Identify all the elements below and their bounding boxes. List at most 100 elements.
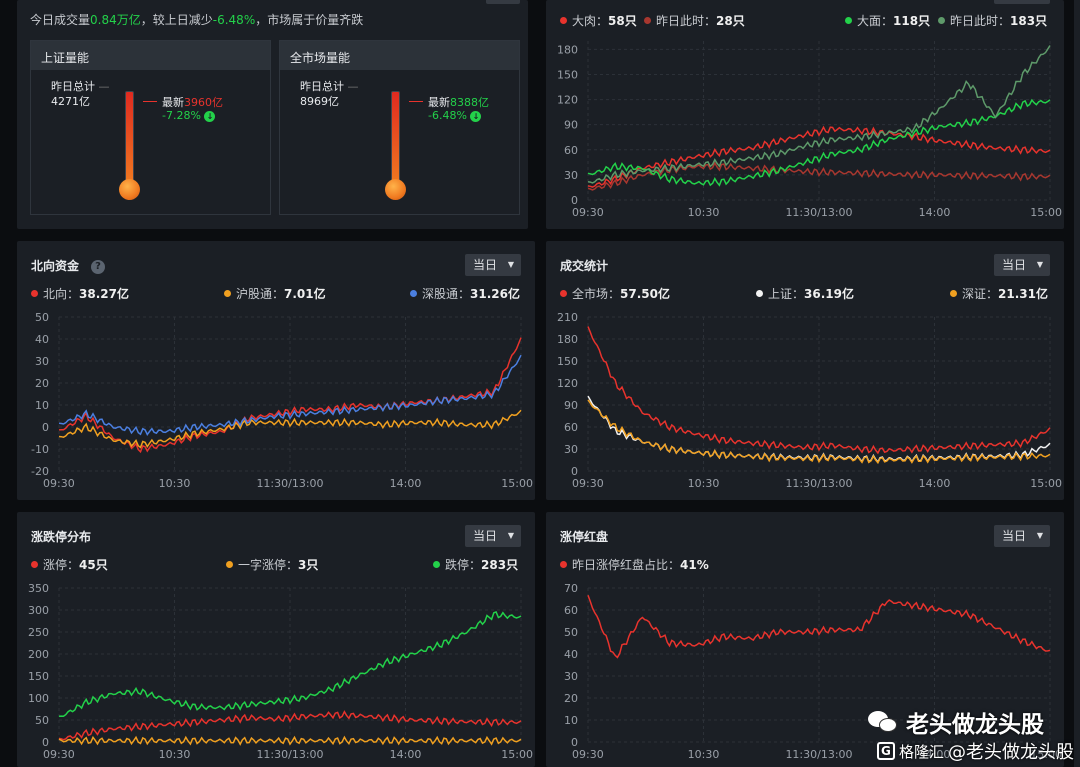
y-tick-label: 0 [42,736,49,749]
x-tick-label: 15:00 [501,748,533,761]
y-tick-label: 0 [571,194,578,207]
y-tick-label: 180 [557,43,578,56]
legend-item: 涨停： 45只 [31,556,108,573]
north-title: 北向资金? [31,257,106,274]
legend-item: 北向： 38.27亿 [31,285,129,302]
legend-item: 跌停： 283只 [433,556,518,573]
series-line [58,611,522,718]
y-tick-label: 60 [564,421,578,434]
series-line [587,125,1051,188]
x-tick-label: 15:00 [501,477,533,490]
x-tick-label: 09:30 [572,206,604,219]
summary-pct: -6.48% [212,13,256,27]
series-line [587,45,1051,184]
y-tick-label: 200 [28,648,49,661]
x-tick-label: 11:30/13:00 [785,748,852,761]
x-tick-label: 11:30/13:00 [256,477,323,490]
y-tick-label: 100 [28,692,49,705]
summary-dropdown[interactable] [486,0,520,4]
bigmove-chart: 0 30 60 90 120 150 180 09:30 10:30 11:30/13:00 14:… [557,41,1062,219]
turnover-chart: 0 30 60 90 120 150 180 210 09:30 10:30 11:30/13:00… [557,311,1062,490]
x-tick-label: 11:30/13:00 [256,748,323,761]
y-tick-label: 120 [557,377,578,390]
help-icon[interactable]: ? [91,259,106,274]
x-tick-label: 14:00 [919,477,951,490]
y-tick-label: 90 [564,399,578,412]
y-tick-label: 210 [557,311,578,324]
bigmove-dropdown[interactable] [994,0,1050,4]
series-line [587,98,1051,187]
legend-item: 深证： 21.31亿 [950,285,1048,302]
limit-panel: 涨跌停分布 当日 ▼ 涨停： 45只 一字涨停： 3只 跌停： 283只 0 50 100 1… [17,512,535,767]
y-tick-label: 0 [571,465,578,478]
y-tick-label: 350 [28,582,49,595]
x-tick-label: 10:30 [688,748,720,761]
latest-line [143,101,157,102]
down-arrow-icon: ↓ [204,111,216,122]
x-tick-label: 14:00 [390,748,422,761]
series-line [58,735,522,746]
y-tick-label: 10 [35,399,49,412]
latest-label: 最新3960亿 [162,96,223,109]
y-tick-label: 50 [35,311,49,324]
summary-suffix: ，市场属于价量齐跌 [255,13,364,27]
wechat-icon [868,709,898,735]
x-tick-label: 09:30 [572,748,604,761]
y-tick-label: 30 [564,169,578,182]
series-line [587,326,1051,455]
latest-label: 最新8388亿 [428,96,489,109]
turnover-dropdown[interactable]: 当日 ▼ [994,254,1050,276]
series-line [58,409,522,449]
y-tick-label: 30 [564,443,578,456]
watermark-sub-prefix: 格隆汇 [898,742,944,761]
x-tick-label: 10:30 [688,477,720,490]
y-tick-label: 20 [564,692,578,705]
y-tick-label: 60 [564,144,578,157]
x-tick-label: 10:30 [688,206,720,219]
thermometer-icon [385,91,407,203]
x-tick-label: 11:30/13:00 [785,206,852,219]
x-tick-label: 09:30 [572,477,604,490]
x-tick-label: 15:00 [1030,206,1062,219]
y-tick-label: 90 [564,119,578,132]
thermometer-icon [119,91,141,203]
x-tick-label: 14:00 [919,206,951,219]
y-tick-label: 150 [557,68,578,81]
limit-title: 涨跌停分布 [31,530,92,544]
y-tick-label: 0 [571,736,578,749]
latest-line [409,101,423,102]
legend-item: 大肉： 58只 [560,12,637,29]
yesterday-value: 8969亿 [300,95,339,108]
north-dropdown[interactable]: 当日 ▼ [465,254,521,276]
x-tick-label: 15:00 [1030,748,1062,761]
x-tick-label: 14:00 [390,477,422,490]
legend-item: 昨日涨停红盘占比： 41% [560,556,709,573]
x-tick-label: 10:30 [159,477,191,490]
y-tick-label: 30 [35,355,49,368]
yesterday-value: 4271亿 [51,95,90,108]
yesterday-label: 昨日总计 — [51,80,110,93]
watermark-sub: G 格隆汇 @老头做龙头股 [876,738,1074,764]
y-tick-label: 300 [28,604,49,617]
series-line [587,399,1051,465]
x-tick-label: 09:30 [43,477,75,490]
brand-logo-icon: G [876,742,895,760]
series-line [587,161,1051,191]
redrate-dropdown[interactable]: 当日 ▼ [994,525,1050,547]
y-tick-label: 70 [564,582,578,595]
limit-dropdown[interactable]: 当日 ▼ [465,525,521,547]
series-line [587,395,1051,464]
y-tick-label: -20 [31,465,49,478]
y-tick-label: 150 [28,670,49,683]
y-tick-label: 0 [42,421,49,434]
y-tick-label: 180 [557,333,578,346]
x-tick-label: 09:30 [43,748,75,761]
legend-item: 昨日此时： 183只 [938,12,1047,29]
y-tick-label: -10 [31,443,49,456]
watermark-text: 老头做龙头股 [906,712,1044,738]
y-tick-label: 120 [557,94,578,107]
volume-summary-panel: 今日成交量0.84万亿，较上日减少-6.48%，市场属于价量齐跌 上证量能 昨日… [17,0,528,229]
y-tick-label: 150 [557,355,578,368]
turnover-title: 成交统计 [560,259,609,273]
series-line [58,354,522,436]
